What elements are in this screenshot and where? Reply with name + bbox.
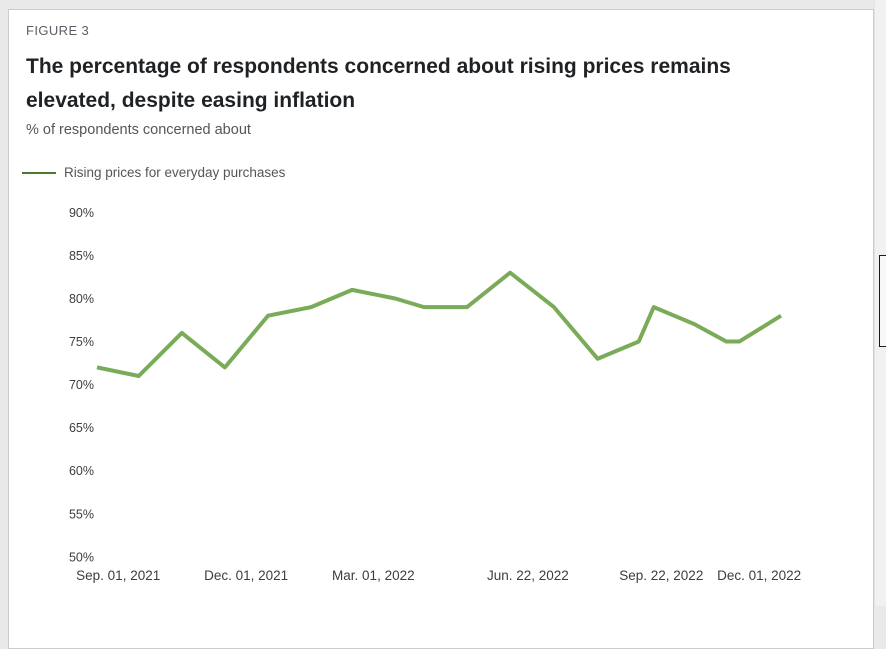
x-axis-tick-label: Mar. 01, 2022 (332, 568, 415, 583)
chart-title-line-1: The percentage of respondents concerned … (26, 55, 731, 78)
chart-title: The percentage of respondents concerned … (26, 50, 838, 118)
chart-subtitle: % of respondents concerned about (26, 122, 251, 138)
x-axis-tick-label: Jun. 22, 2022 (487, 568, 569, 583)
y-axis-tick-label: 50% (69, 550, 94, 564)
x-axis-tick-label: Sep. 01, 2021 (76, 568, 160, 583)
vertical-scrollbar-thumb[interactable] (879, 255, 886, 347)
figure-card: FIGURE 3 The percentage of respondents c… (8, 9, 874, 649)
y-axis-tick-label: 85% (69, 249, 94, 263)
y-axis-tick-label: 60% (69, 464, 94, 478)
legend-label: Rising prices for everyday purchases (64, 165, 286, 180)
x-axis-tick-label: Sep. 22, 2022 (619, 568, 703, 583)
y-axis-tick-label: 70% (69, 378, 94, 392)
legend: Rising prices for everyday purchases (22, 165, 285, 180)
y-axis-tick-label: 75% (69, 335, 94, 349)
vertical-scrollbar-track[interactable] (874, 0, 886, 606)
series-line-rising-prices (96, 270, 783, 378)
y-axis-tick-label: 65% (69, 421, 94, 435)
figure-label: FIGURE 3 (26, 23, 90, 38)
line-chart: 90% 85% 80% 75% 70% 65% 60% 55% 50% Sep. 01, 2021… (69, 206, 801, 583)
y-axis-tick-label: 55% (69, 507, 94, 521)
y-axis-tick-label: 90% (69, 206, 94, 220)
x-axis-tick-label: Dec. 01, 2022 (717, 568, 801, 583)
legend-line-swatch-icon (22, 171, 56, 174)
x-axis-tick-label: Dec. 01, 2021 (204, 568, 288, 583)
y-axis-tick-label: 80% (69, 292, 94, 306)
chart-title-line-2: elevated, despite easing inflation (26, 89, 356, 112)
